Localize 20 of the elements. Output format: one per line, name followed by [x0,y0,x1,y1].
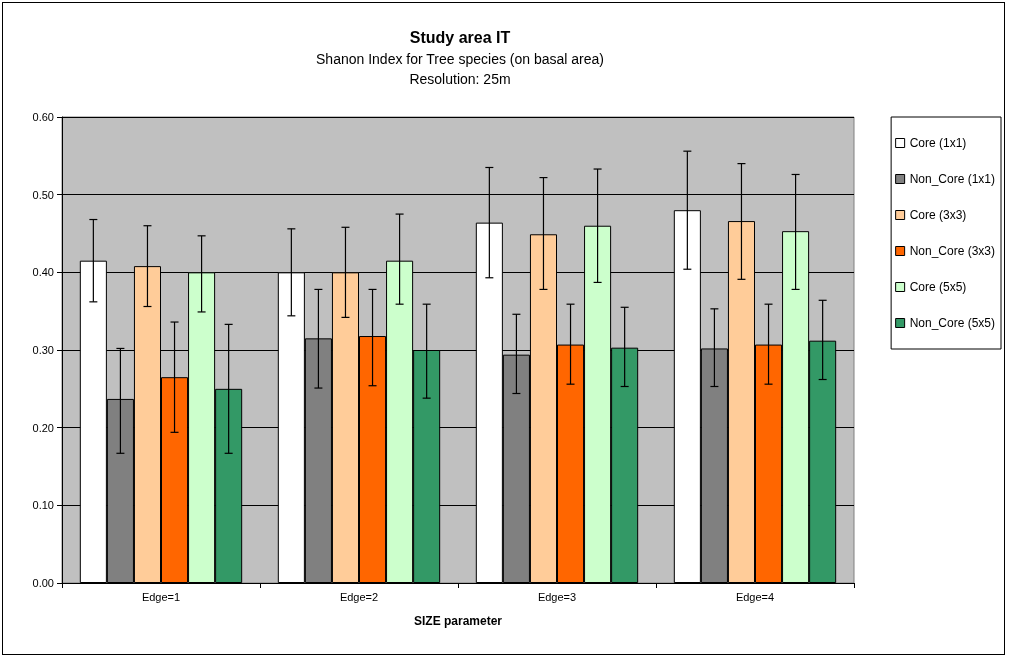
y-tick-label: 0.30 [32,344,54,356]
legend-label: Non_Core (5x5) [909,316,995,330]
x-tick-label: Edge=1 [141,590,181,603]
y-tick-label: 0.10 [32,499,54,512]
chart-subtitle: Shanon Index for Tree species (on basal area) Resolution: 25m [316,51,604,87]
y-tick-label: 0.60 [32,111,54,123]
x-axis-title: SIZE parameter [413,614,503,628]
legend-label: Non_Core (3x3) [909,244,995,258]
legend-label: Core (3x3) [909,208,967,222]
legend-label: Core (1x1) [909,136,967,150]
legend-label: Core (5x5) [909,280,967,294]
x-tick-label: Edge=4 [735,590,775,603]
y-tick-label: 0.00 [32,577,54,589]
y-tick-label: 0.50 [32,188,54,201]
chart-title: Study area IT [409,28,511,46]
y-tick-label: 0.40 [32,266,54,279]
x-tick-label: Edge=2 [339,590,379,603]
y-tick-label: 0.20 [32,421,54,434]
legend-label: Non_Core (1x1) [909,172,995,186]
x-tick-label: Edge=3 [537,590,577,603]
